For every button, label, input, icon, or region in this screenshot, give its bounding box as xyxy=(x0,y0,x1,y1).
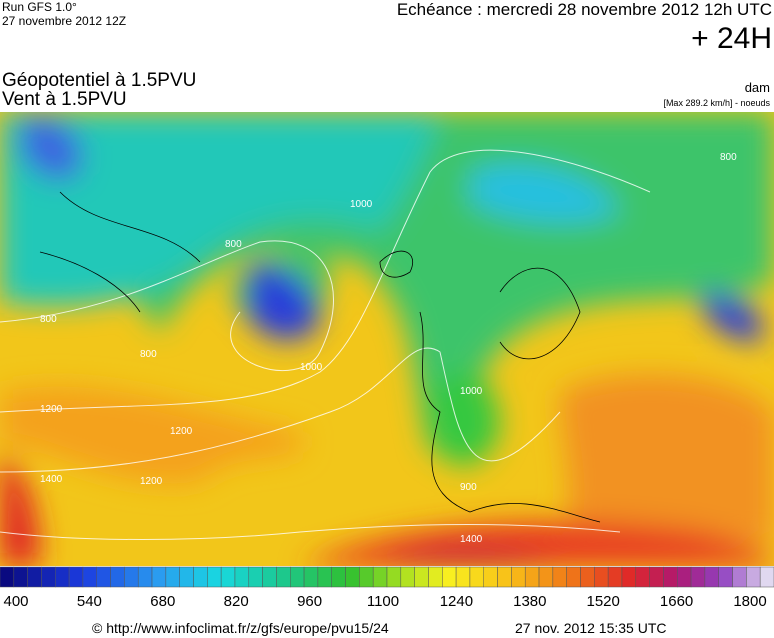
contour-label: 800 xyxy=(720,152,737,163)
color-swatch xyxy=(193,566,208,588)
color-swatch xyxy=(124,566,139,588)
colorbar-label: 680 xyxy=(150,593,175,610)
coastlines xyxy=(39,191,601,523)
colorbar-label: 1380 xyxy=(513,593,546,610)
colorbar-label: 1520 xyxy=(587,593,620,610)
generated: 27 nov. 2012 15:35 UTC xyxy=(515,620,667,636)
run: Run GFS 1.0° xyxy=(2,0,77,14)
color-swatch xyxy=(234,566,250,588)
color-swatch xyxy=(428,566,443,588)
color-swatch xyxy=(372,566,388,588)
color-swatch xyxy=(359,566,374,588)
color-swatch xyxy=(137,566,153,588)
colorbar-label: 1660 xyxy=(660,593,693,610)
color-swatch xyxy=(469,566,484,588)
color-swatch xyxy=(179,566,194,588)
run-date: 27 novembre 2012 12Z xyxy=(2,14,127,28)
color-swatch xyxy=(82,566,98,588)
contour-label: 800 xyxy=(225,239,242,250)
color-swatch xyxy=(552,566,567,588)
colorbar-label: 1240 xyxy=(440,593,473,610)
color-swatch xyxy=(290,566,305,588)
color-swatch xyxy=(704,566,719,588)
color-swatch xyxy=(497,566,512,588)
lead-time: + 24H xyxy=(691,22,772,55)
contour-label: 1200 xyxy=(140,476,163,487)
map: 800 800 800 800 1000 1000 1000 1200 1200 1200 1400… xyxy=(0,112,774,566)
color-swatch xyxy=(483,566,498,588)
color-swatch xyxy=(538,566,554,588)
colorbar-label: 820 xyxy=(224,593,249,610)
color-swatch xyxy=(621,566,637,588)
contour-label: 1400 xyxy=(40,474,63,485)
color-swatch xyxy=(13,566,28,588)
source: © http://www.infoclimat.fr/z/gfs/europe/… xyxy=(92,620,389,636)
color-swatch xyxy=(262,566,277,588)
color-swatch xyxy=(566,566,581,588)
colorbar: 400 540 680 820 960 1100 1240 1380 1520 1660 1800 xyxy=(0,566,774,610)
color-swatch xyxy=(635,566,650,588)
contour-label: 800 xyxy=(140,349,157,360)
contour-label: 1000 xyxy=(460,386,483,397)
color-swatch xyxy=(511,566,526,588)
color-swatch xyxy=(690,566,706,588)
contour-label: 1200 xyxy=(170,426,193,437)
color-swatch xyxy=(0,566,15,588)
color-swatch xyxy=(607,566,623,588)
colorbar-label: 540 xyxy=(77,593,102,610)
contour-label: 900 xyxy=(460,482,477,493)
color-swatch xyxy=(41,566,56,588)
contour-label: 1200 xyxy=(40,404,63,415)
color-swatch xyxy=(400,566,415,588)
contour-labels: 800 800 800 800 1000 1000 1000 1200 1200 1200 1400… xyxy=(40,152,737,545)
color-swatch xyxy=(96,566,111,588)
color-swatch xyxy=(331,566,346,588)
color-swatch xyxy=(414,566,429,588)
contour-label: 800 xyxy=(40,314,57,325)
color-swatch xyxy=(746,566,761,588)
color-swatch xyxy=(663,566,678,588)
colorbar-label: 960 xyxy=(297,593,322,610)
color-swatch xyxy=(165,566,180,588)
valid-time: Echéance : mercredi 28 novembre 2012 12h… xyxy=(396,0,772,19)
contour-label: 1400 xyxy=(460,534,483,545)
color-swatch xyxy=(276,566,291,588)
color-swatch xyxy=(442,566,457,588)
color-swatch xyxy=(386,566,402,588)
color-swatch xyxy=(345,566,360,588)
color-swatch xyxy=(580,566,595,588)
title-1: Géopotentiel à 1.5PVU xyxy=(2,70,197,91)
color-swatch xyxy=(303,566,319,588)
contour-label: 1000 xyxy=(300,362,323,373)
color-swatch xyxy=(649,566,664,588)
title-2: Vent à 1.5PVU xyxy=(2,89,127,110)
contour-label: 1000 xyxy=(350,199,373,210)
colorbar-label: 1100 xyxy=(367,593,399,610)
colorbar-label: 1800 xyxy=(733,593,766,610)
color-swatch xyxy=(718,566,733,588)
color-swatch xyxy=(732,566,747,588)
color-swatch xyxy=(594,566,609,588)
color-swatch xyxy=(317,566,332,588)
color-swatch xyxy=(27,566,42,588)
colorbar-label: 400 xyxy=(3,593,28,610)
color-swatch xyxy=(677,566,692,588)
contours xyxy=(0,149,651,540)
color-swatch xyxy=(759,566,774,588)
color-swatch xyxy=(524,566,540,588)
field xyxy=(0,112,774,566)
color-swatch xyxy=(220,566,236,588)
color-swatch xyxy=(110,566,125,588)
unit: dam xyxy=(744,80,770,95)
wind-note: [Max 289.2 km/h] - noeuds xyxy=(663,98,770,108)
color-swatch xyxy=(55,566,70,588)
color-swatch xyxy=(207,566,222,588)
color-swatch xyxy=(68,566,84,588)
color-swatch xyxy=(455,566,471,588)
color-swatch xyxy=(151,566,167,588)
color-swatch xyxy=(248,566,263,588)
